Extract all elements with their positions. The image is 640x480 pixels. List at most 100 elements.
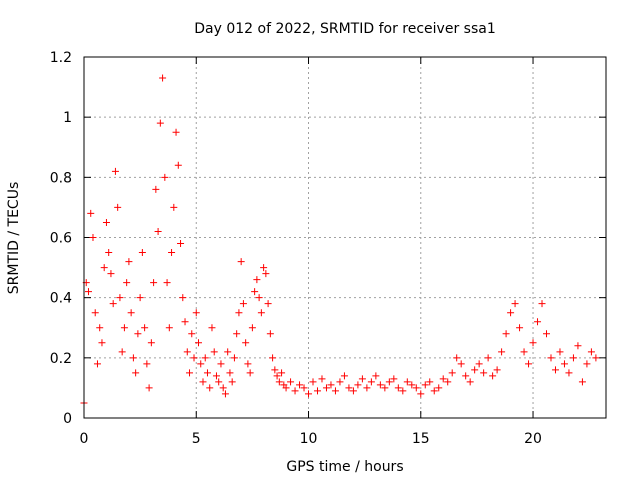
data-point	[199, 378, 207, 386]
data-point	[235, 309, 243, 317]
data-point	[170, 203, 178, 211]
data-point	[291, 387, 299, 395]
data-point	[367, 378, 375, 386]
data-point	[257, 309, 265, 317]
y-tick-label: 0.4	[50, 291, 72, 307]
data-point	[448, 369, 456, 377]
data-point	[165, 324, 173, 332]
data-point	[183, 348, 191, 356]
data-point	[262, 270, 270, 278]
data-point	[154, 227, 162, 235]
data-point	[141, 324, 149, 332]
data-point	[358, 375, 366, 383]
data-point	[578, 378, 586, 386]
data-point	[127, 309, 135, 317]
data-point	[123, 279, 131, 287]
data-point	[462, 372, 470, 380]
data-point	[354, 381, 362, 389]
data-point	[471, 366, 479, 374]
data-point	[246, 369, 254, 377]
data-point	[105, 249, 113, 257]
x-tick-label: 5	[192, 431, 201, 447]
data-point	[87, 209, 95, 217]
data-point	[212, 372, 220, 380]
data-points	[80, 74, 600, 407]
data-point	[100, 264, 108, 272]
data-point	[107, 270, 115, 278]
data-point	[340, 372, 348, 380]
data-point	[457, 360, 465, 368]
data-point	[190, 354, 198, 362]
x-tick-label: 15	[412, 431, 430, 447]
data-point	[516, 324, 524, 332]
data-point	[192, 309, 200, 317]
data-point	[134, 330, 142, 338]
data-point	[109, 300, 117, 308]
data-point	[408, 381, 416, 389]
data-point	[313, 387, 321, 395]
data-point	[551, 366, 559, 374]
data-point	[172, 128, 180, 136]
data-point	[278, 369, 286, 377]
x-tick-label: 10	[300, 431, 318, 447]
data-point	[587, 348, 595, 356]
data-point	[111, 167, 119, 175]
data-point	[102, 218, 110, 226]
data-point	[152, 185, 160, 193]
data-point	[221, 390, 229, 398]
data-point	[484, 354, 492, 362]
y-tick-label: 0.6	[50, 231, 72, 247]
data-point	[426, 378, 434, 386]
y-tick-label: 1.2	[50, 50, 72, 66]
data-point	[91, 309, 99, 317]
data-point	[435, 384, 443, 392]
data-point	[376, 381, 384, 389]
data-point	[309, 378, 317, 386]
data-point	[125, 258, 133, 266]
data-point	[242, 339, 250, 347]
data-point	[239, 300, 247, 308]
data-point	[372, 372, 380, 380]
data-point	[507, 309, 515, 317]
data-point	[282, 384, 290, 392]
data-point	[168, 249, 176, 257]
data-point	[255, 294, 263, 302]
data-point	[215, 378, 223, 386]
data-point	[266, 330, 274, 338]
data-point	[466, 378, 474, 386]
data-point	[394, 384, 402, 392]
data-point	[430, 387, 438, 395]
data-point	[421, 381, 429, 389]
data-point	[345, 384, 353, 392]
data-point	[161, 173, 169, 181]
y-tick-label: 0	[63, 411, 72, 427]
data-point	[417, 390, 425, 398]
data-point	[296, 381, 304, 389]
data-point	[287, 378, 295, 386]
data-point	[275, 378, 283, 386]
x-tick-label: 0	[80, 431, 89, 447]
y-tick-label: 1	[63, 110, 72, 126]
x-axis-label: GPS time / hours	[286, 459, 403, 475]
data-point	[208, 324, 216, 332]
data-point	[147, 339, 155, 347]
data-point	[264, 300, 272, 308]
data-point	[489, 372, 497, 380]
data-point	[195, 339, 203, 347]
data-point	[390, 375, 398, 383]
data-point	[385, 378, 393, 386]
data-point	[233, 330, 241, 338]
data-point	[403, 378, 411, 386]
y-tick-label: 0.8	[50, 170, 72, 186]
data-point	[327, 381, 335, 389]
data-point	[143, 360, 151, 368]
data-point	[565, 369, 573, 377]
data-point	[156, 119, 164, 127]
data-point	[592, 354, 600, 362]
data-point	[210, 348, 218, 356]
data-point	[188, 330, 196, 338]
data-point	[583, 360, 591, 368]
x-tick-label: 20	[524, 431, 542, 447]
data-point	[439, 375, 447, 383]
data-point	[248, 324, 256, 332]
